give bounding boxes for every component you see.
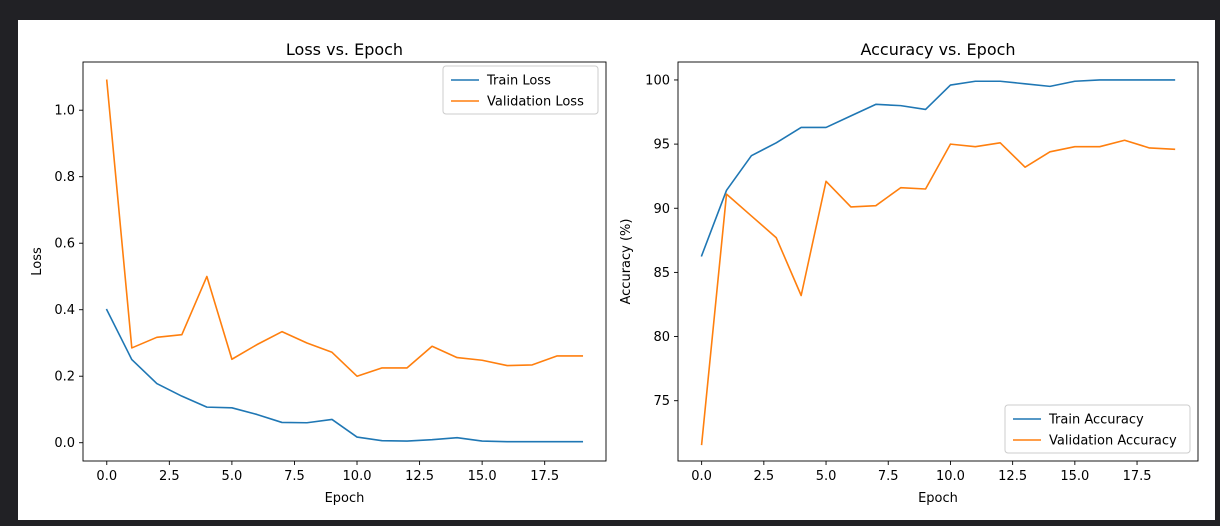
y-tick-label: 1.0 xyxy=(54,104,75,119)
legend-box xyxy=(442,65,599,115)
series-line-1 xyxy=(105,308,584,443)
legend-box xyxy=(1004,404,1191,454)
x-tick-label: 2.5 xyxy=(753,469,774,484)
y-tick-label: 90 xyxy=(653,202,670,217)
chart-title: Accuracy vs. Epoch xyxy=(860,40,1015,59)
axes-frame xyxy=(677,61,1199,462)
x-tick-label: 0.0 xyxy=(96,469,117,484)
legend-label-1: Train Loss xyxy=(486,74,551,89)
series-group xyxy=(105,79,584,443)
x-tick-label: 7.5 xyxy=(878,469,899,484)
legend-label-2: Validation Loss xyxy=(487,95,584,110)
y-axis-label: Accuracy (%) xyxy=(619,219,634,305)
x-tick-label: 15.0 xyxy=(1060,469,1089,484)
x-tick-label: 0.0 xyxy=(691,469,712,484)
axes-frame xyxy=(82,61,607,462)
y-tick-label: 80 xyxy=(653,330,670,345)
y-tick-label: 0.2 xyxy=(54,370,75,385)
x-tick-label: 5.0 xyxy=(816,469,837,484)
legend-label-2: Validation Accuracy xyxy=(1049,434,1177,449)
x-tick-label: 7.5 xyxy=(284,469,305,484)
x-tick-label: 17.5 xyxy=(1123,469,1152,484)
figure-canvas: 0.0 2.5 5.0 7.5 10.0 12.5 15.0 17.5 0.0 0.2 0.4 0.6… xyxy=(18,20,1215,520)
x-tick-label: 10.0 xyxy=(343,469,372,484)
x-tick-label: 5.0 xyxy=(222,469,243,484)
series-line-2 xyxy=(700,139,1176,446)
chart-1: 0.0 2.5 5.0 7.5 10.0 12.5 15.0 17.5 0.0 0.2 0.4 0.6… xyxy=(30,40,607,506)
chart-2: 0.0 2.5 5.0 7.5 10.0 12.5 15.0 17.5 75 80 85 90 95 10… xyxy=(619,40,1199,506)
y-axis-label: Loss xyxy=(30,247,45,276)
x-tick-label: 10.0 xyxy=(936,469,965,484)
x-tick-label: 12.5 xyxy=(998,469,1027,484)
y-tick-label: 0.6 xyxy=(54,237,75,252)
y-tick-label: 85 xyxy=(653,266,670,281)
series-line-2 xyxy=(105,79,584,378)
legend-label-1: Train Accuracy xyxy=(1048,413,1144,428)
y-tick-label: 75 xyxy=(653,394,670,409)
y-tick-label: 0.8 xyxy=(54,170,75,185)
x-tick-label: 17.5 xyxy=(530,469,559,484)
x-axis-label: Epoch xyxy=(325,491,365,506)
y-tick-label: 95 xyxy=(653,138,670,153)
series-group xyxy=(700,79,1176,446)
legend: Train Accuracy Validation Accuracy xyxy=(1004,404,1191,454)
x-axis-label: Epoch xyxy=(918,491,958,506)
chart-title: Loss vs. Epoch xyxy=(286,40,403,59)
legend: Train Loss Validation Loss xyxy=(442,65,599,115)
y-tick-label: 100 xyxy=(645,73,670,88)
figure: 0.0 2.5 5.0 7.5 10.0 12.5 15.0 17.5 0.0 0.2 0.4 0.6… xyxy=(30,40,1199,506)
x-tick-label: 15.0 xyxy=(468,469,497,484)
x-tick-label: 2.5 xyxy=(159,469,180,484)
series-line-1 xyxy=(700,79,1176,257)
y-tick-label: 0.4 xyxy=(54,303,75,318)
y-tick-label: 0.0 xyxy=(54,436,75,451)
x-tick-label: 12.5 xyxy=(405,469,434,484)
